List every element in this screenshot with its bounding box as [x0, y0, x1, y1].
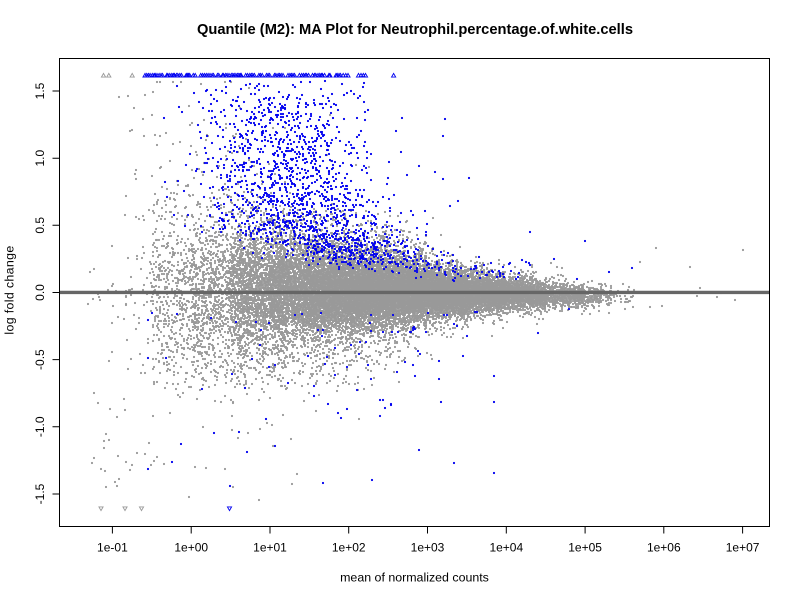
svg-text:1e+03: 1e+03 [411, 541, 445, 555]
svg-text:mean of normalized counts: mean of normalized counts [340, 571, 489, 585]
svg-text:1.0: 1.0 [33, 150, 47, 167]
svg-text:1e+05: 1e+05 [568, 541, 602, 555]
svg-text:log fold change: log fold change [3, 245, 17, 334]
svg-text:1.5: 1.5 [33, 82, 47, 99]
svg-text:-1.5: -1.5 [33, 483, 47, 504]
svg-text:0.0: 0.0 [33, 284, 47, 301]
svg-text:1e-01: 1e-01 [97, 541, 128, 555]
svg-text:1e+04: 1e+04 [489, 541, 523, 555]
svg-text:1e+01: 1e+01 [253, 541, 287, 555]
svg-text:1e+06: 1e+06 [647, 541, 681, 555]
svg-text:1e+07: 1e+07 [726, 541, 760, 555]
svg-text:1e+00: 1e+00 [174, 541, 208, 555]
svg-text:-1.0: -1.0 [33, 416, 47, 437]
svg-text:-0.5: -0.5 [33, 349, 47, 370]
svg-text:0.5: 0.5 [33, 217, 47, 234]
svg-text:Quantile (M2): MA Plot for Neu: Quantile (M2): MA Plot for Neutrophil.pe… [197, 22, 633, 38]
svg-text:1e+02: 1e+02 [332, 541, 366, 555]
